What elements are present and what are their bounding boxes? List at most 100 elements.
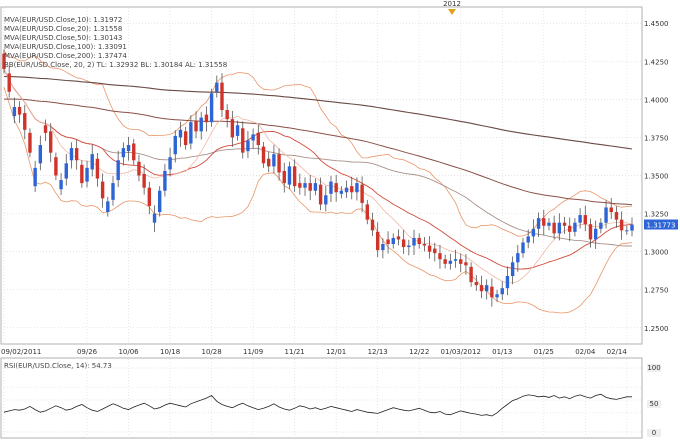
date-tick-label: 10/18 [160, 348, 180, 356]
legend-mva100: MVA(EUR/USD.Close,100): 1.33091 [4, 43, 127, 51]
candlestick-series [2, 49, 634, 307]
candle-down [562, 222, 567, 226]
candle-up [126, 145, 131, 152]
candle-up [448, 260, 453, 264]
candle-down [49, 131, 53, 153]
price-tick-label: 1.3750 [644, 134, 669, 142]
price-tick-label: 1.4250 [644, 58, 669, 66]
candle-up [90, 154, 94, 170]
candle-down [422, 244, 427, 246]
candle-down [464, 262, 468, 266]
date-tick-label: 01/03/2012 [441, 348, 481, 356]
rsi-tick-100: 100 [647, 364, 660, 372]
candle-down [588, 224, 593, 240]
candle-up [599, 222, 603, 229]
candle-up [251, 134, 255, 141]
legend-mva10: MVA(EUR/USD.Close,10): 1.31972 [4, 16, 122, 24]
candle-down [137, 161, 141, 176]
price-tick-label: 1.3500 [644, 173, 669, 181]
candle-down [225, 110, 229, 120]
last-price-marker: 1.31773 [644, 219, 678, 230]
date-tick-label: 12/13 [368, 348, 388, 356]
candle-up [246, 140, 250, 152]
candle-up [12, 106, 17, 117]
legend-mva20: MVA(EUR/USD.Close,20): 1.31558 [4, 25, 122, 33]
candle-down [308, 183, 312, 191]
candle-up [557, 222, 562, 234]
candle-down [220, 82, 224, 111]
candle-up [303, 183, 307, 188]
candle-up [38, 145, 43, 164]
candle-up [313, 183, 318, 191]
candle-up [106, 201, 110, 213]
candle-down [459, 259, 463, 264]
date-tick-label: 12/22 [409, 348, 429, 356]
candle-up [85, 167, 89, 182]
candle-up [158, 190, 162, 213]
candle-down [474, 282, 478, 286]
candle-up [235, 125, 240, 136]
candle-down [490, 286, 494, 298]
mva50-line [3, 68, 633, 247]
candle-up [573, 222, 577, 232]
year-marker: 2012 [443, 0, 461, 15]
candle-down [7, 73, 11, 92]
candle-down [619, 219, 624, 231]
mva100-line [3, 98, 633, 206]
date-tick-label: 01/25 [534, 348, 554, 356]
candle-up [344, 187, 349, 193]
candle-up [163, 170, 167, 191]
rsi-tick-0: 0 [652, 429, 656, 437]
candle-up [453, 259, 458, 261]
candle-up [526, 236, 530, 243]
date-tick-label: 10/06 [118, 348, 139, 356]
price-tick-label: 1.4000 [644, 96, 669, 104]
candle-down [614, 212, 619, 220]
candle-up [69, 148, 74, 161]
rsi-plot-area [0, 357, 643, 439]
candle-up [521, 242, 525, 254]
rsi-panel: RSI(EUR/USD.Close, 14): 54.73 100 50 0 [0, 357, 661, 439]
price-tick-label: 1.3250 [644, 211, 669, 219]
candle-up [215, 82, 219, 92]
candle-down [386, 239, 390, 245]
candle-down [552, 222, 556, 234]
candle-down [370, 219, 375, 231]
candle-down [230, 119, 235, 138]
legend-bollinger: BB(EUR/USD.Close, 20, 2) TL: 1.32932 BL:… [4, 61, 227, 69]
date-tick-label: 09/26 [77, 348, 98, 356]
candle-up [329, 181, 333, 194]
candle-down [147, 187, 152, 206]
candle-down [417, 237, 421, 245]
candle-down [204, 114, 209, 123]
candle-down [401, 239, 406, 248]
candle-down [433, 248, 437, 254]
legend-mva50: MVA(EUR/USD.Close,50): 1.30143 [4, 34, 122, 42]
price-tick-label: 1.2750 [644, 287, 669, 295]
candle-down [17, 106, 22, 115]
candle-down [365, 204, 370, 220]
year-marker-label: 2012 [443, 0, 461, 8]
date-tick-label: 12/01 [326, 348, 346, 356]
candle-up [484, 285, 489, 292]
rsi-line [3, 393, 632, 417]
candle-up [510, 262, 515, 276]
candle-up [630, 224, 634, 231]
rsi-tick-bg-50 [647, 400, 661, 408]
candle-down [80, 164, 84, 184]
candle-down [568, 225, 572, 232]
date-tick-label: 11/21 [285, 348, 305, 356]
mva20-line [3, 68, 633, 270]
candle-up [121, 148, 126, 158]
candle-down [132, 143, 136, 161]
candle-up [152, 213, 157, 223]
candle-up [59, 180, 63, 190]
legend-mva200: MVA(EUR/USD.Close,200): 1.37474 [4, 52, 127, 60]
candle-up [500, 288, 504, 295]
candle-up [407, 245, 411, 248]
mva200-line [3, 75, 633, 150]
candle-up [391, 237, 395, 245]
candle-down [609, 207, 613, 213]
candle-up [355, 183, 359, 193]
